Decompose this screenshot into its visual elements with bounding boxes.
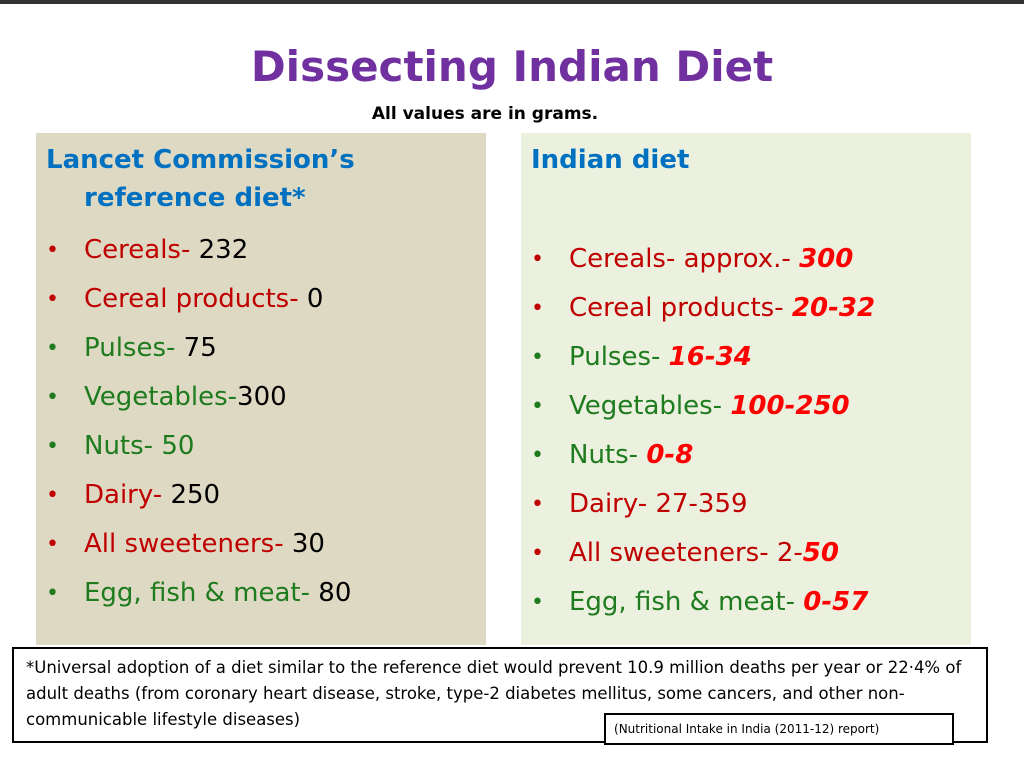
list-item: • Nuts- 50 — [46, 422, 351, 471]
bullet: • — [531, 541, 544, 566]
item-value: 0-57 — [803, 587, 869, 617]
bullet: • — [46, 581, 59, 606]
list-item: • Egg, fish & meat- 0-57 — [531, 578, 875, 627]
item-value: 300 — [237, 382, 287, 412]
item-label: Nuts- — [569, 440, 647, 470]
bullet: • — [46, 434, 59, 459]
bullet: • — [46, 385, 59, 410]
item-value: 27-359 — [655, 489, 748, 519]
bullet: • — [531, 345, 544, 370]
title: Dissecting Indian Diet — [250, 42, 774, 91]
list-item: • Cereal products- 0 — [46, 275, 351, 324]
list-item: • Vegetables-300 — [46, 373, 351, 422]
panel-heading: Lancet Commission’s reference diet* — [46, 145, 355, 213]
item-value: 20-32 — [791, 293, 876, 323]
item-label: Pulses- — [569, 342, 669, 372]
bullet: • — [46, 483, 59, 508]
bullet: • — [46, 287, 59, 312]
item-label: Vegetables- — [84, 382, 238, 412]
bullet: • — [531, 394, 544, 419]
list-item: • Cereals- 232 — [46, 226, 351, 275]
list-item: • All sweeteners- 2-50 — [531, 529, 875, 578]
item-label: All sweeteners- 2- — [569, 538, 803, 568]
item-value: 16-34 — [668, 342, 752, 372]
bullet: • — [46, 336, 59, 361]
list-item: • Pulses- 16-34 — [531, 333, 875, 382]
source: Nutritional Intake in India (2011-12) re… — [618, 722, 875, 736]
item-value: 100-250 — [730, 391, 850, 421]
bullet: • — [531, 443, 544, 468]
item-list: • Cereals- approx.- 300 • Cereal products- … — [531, 235, 875, 627]
list-item: • Nuts- 0-8 — [531, 431, 875, 480]
list-item: • Dairy- 27-359 — [531, 480, 875, 529]
item-value: 75 — [183, 333, 217, 363]
item-value: 0 — [306, 284, 324, 314]
item-label: Dairy- — [569, 489, 656, 519]
left-panel: Lancet Commission’s reference diet* • Cer… — [36, 133, 486, 645]
item-value: 30 — [291, 529, 325, 559]
source-box: (Nutritional Intake in India (2011-12) r… — [604, 713, 954, 745]
item-value: 80 — [318, 578, 352, 608]
item-list: • Cereals- 232 • Cereal products- 0 • Pulses-… — [46, 226, 351, 618]
subtitle: All values are in grams. — [371, 104, 599, 124]
item-value: 300 — [799, 244, 854, 274]
list-item: • Dairy- 250 — [46, 471, 351, 520]
bullet: • — [531, 492, 544, 517]
list-item: • All sweeteners- 30 — [46, 520, 351, 569]
list-item: • Vegetables- 100-250 — [531, 382, 875, 431]
right-panel: Indian diet • Cereals- approx.- 300 • Cerea… — [521, 133, 971, 645]
item-label: Cereal products- — [84, 284, 307, 314]
item-label: Egg, fish & meat- — [569, 587, 804, 617]
list-item: • Pulses- 75 — [46, 324, 351, 373]
item-value: 0-8 — [646, 440, 694, 470]
item-label: Cereals- — [84, 235, 199, 265]
bullet: • — [46, 238, 59, 263]
item-label: Dairy- — [84, 480, 171, 510]
item-value: 50 — [802, 538, 839, 568]
list-item: • Cereal products- 20-32 — [531, 284, 875, 333]
item-label: Egg, fish & meat- — [84, 578, 319, 608]
item-label: Cereal products- — [569, 293, 792, 323]
bullet: • — [531, 247, 544, 272]
bullet: • — [531, 296, 544, 321]
list-item: • Cereals- approx.- 300 — [531, 235, 875, 284]
item-label: Cereals- approx.- — [569, 244, 800, 274]
bullet: • — [46, 532, 59, 557]
item-value: 250 — [170, 480, 221, 510]
item-label: Pulses- — [84, 333, 184, 363]
footnote: *Universal adoption of a diet similar to… — [12, 647, 988, 743]
item-label: All sweeteners- — [84, 529, 292, 559]
item-value: 232 — [198, 235, 249, 265]
bullet: • — [531, 590, 544, 615]
item-label: Vegetables- — [569, 391, 731, 421]
item-label: Nuts- — [84, 431, 162, 461]
item-value: 50 — [161, 431, 195, 461]
panel-heading: Indian diet — [531, 145, 690, 175]
list-item: • Egg, fish & meat- 80 — [46, 569, 351, 618]
